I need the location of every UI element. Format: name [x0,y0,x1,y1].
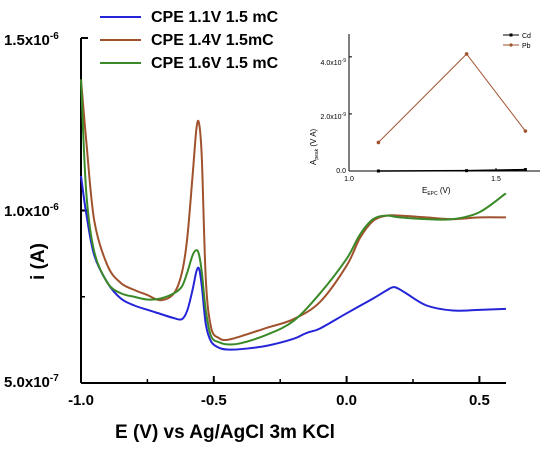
inset-point-cd-0 [376,169,380,173]
inset-y-axis-label: Apeak (V A) [309,128,320,165]
legend-label-cpe-1-6v: CPE 1.6V 1.5 mC [151,55,279,72]
series-line-2 [80,79,507,346]
x-tick-label-0: 0.0 [336,392,357,409]
inset-point-cd-2 [523,168,527,172]
x-tick-label-minus-1: -1.0 [68,392,94,409]
y-tick-label-1-0: 1.0x10-6 [4,202,59,220]
series-line-0 [80,175,506,351]
inset-x-tick-label-1-0: 1.0 [344,176,354,183]
main-plot: 1.5x10-6 1.0x10-6 5.0x10-7 -1.0 -0.5 0.0… [4,9,507,443]
inset-y-tick-label-0: 0.0 [336,168,346,175]
inset-legend-marker-cd [509,33,513,37]
legend-label-cpe-1-4v: CPE 1.4V 1.5mC [151,32,274,49]
y-tick-label-1-5: 1.5x10-6 [4,31,59,49]
inset-point-pb-0 [376,140,381,145]
x-axis-label: E (V) vs Ag/AgCl 3m KCl [115,422,335,443]
inset-plot: 0.0 2.0x10-9 4.0x10-9 1.0 1.5 EEPC (V) A… [309,28,548,197]
y-axis-label: i (A) [28,243,49,280]
inset-background [330,28,548,193]
y-tick-label-5-0: 5.0x10-7 [4,373,59,391]
inset-x-tick-label-1-5: 1.5 [491,176,501,183]
inset-legend: Cd Pb [503,33,531,50]
legend-label-cpe-1-1v: CPE 1.1V 1.5 mC [151,9,279,26]
main-series [80,79,507,351]
inset-legend-label-pb: Pb [522,43,531,50]
inset-legend-marker-pb [509,43,513,47]
x-tick-label-0-5: 0.5 [469,392,490,409]
main-legend: CPE 1.1V 1.5 mC CPE 1.4V 1.5mC CPE 1.6V … [100,9,279,72]
x-tick-label-minus-0-5: -0.5 [201,392,227,409]
inset-point-pb-1 [464,52,469,56]
inset-series [376,52,528,173]
inset-point-cd-1 [465,169,469,173]
inset-y-tick-label-4: 4.0x10-9 [321,58,347,67]
inset-legend-label-cd: Cd [522,33,531,40]
inset-x-axis-label: EEPC (V) [422,186,451,197]
inset-y-tick-label-2: 2.0x10-9 [321,112,347,121]
inset-point-pb-2 [523,129,528,133]
